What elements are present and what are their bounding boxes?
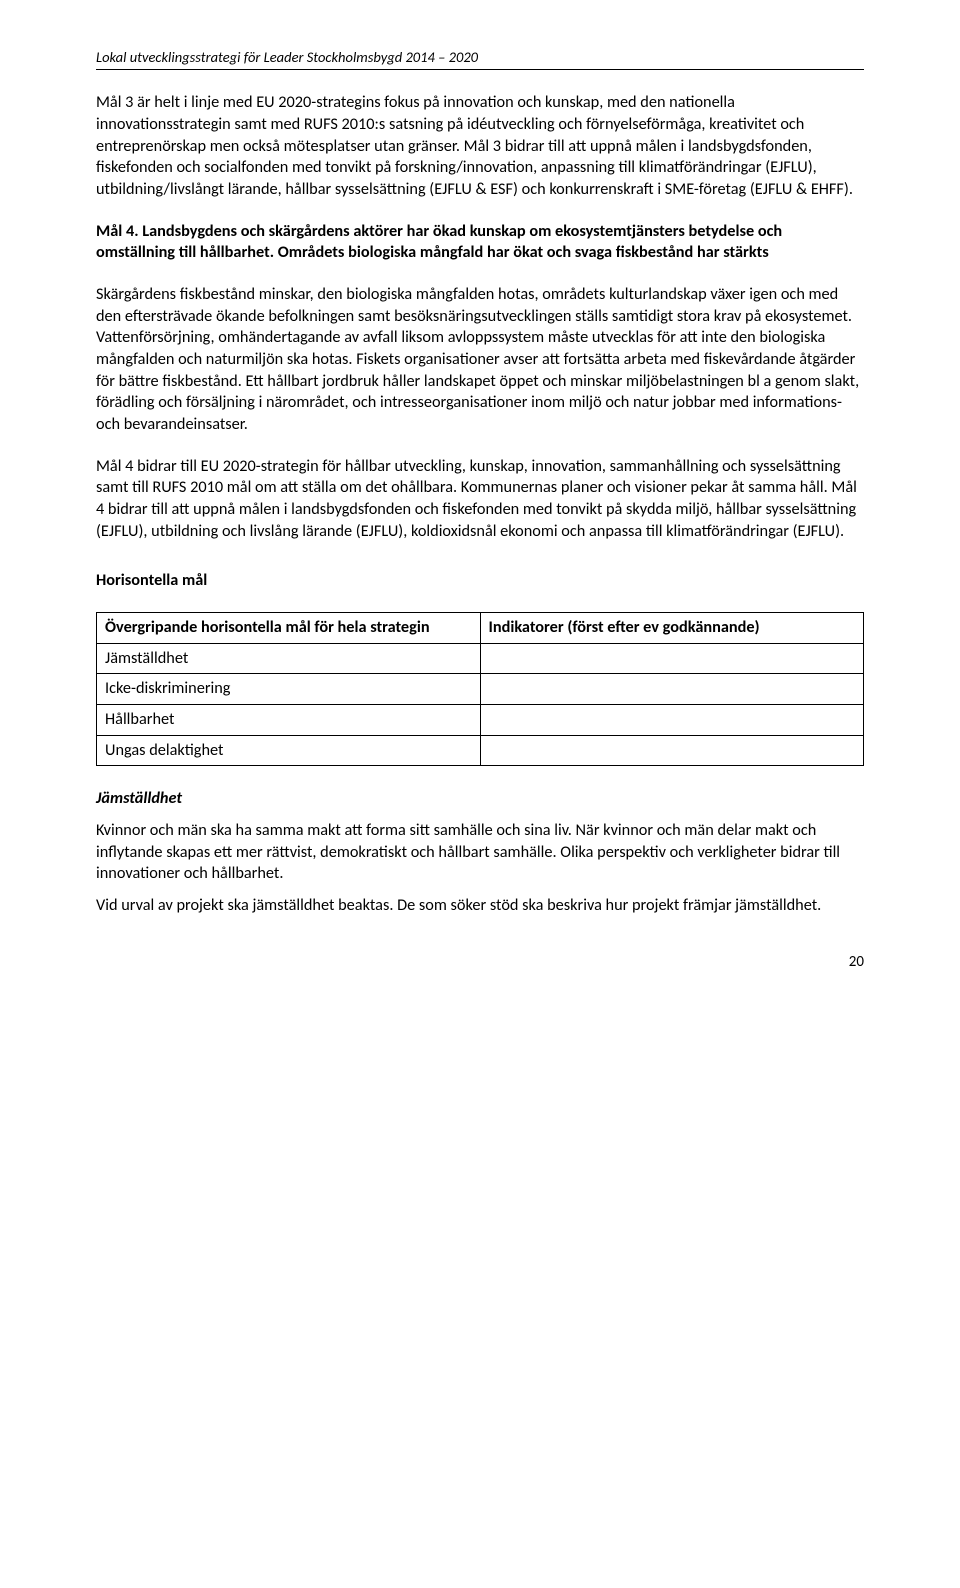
table-cell-left: Jämställdhet (97, 643, 481, 674)
document-header: Lokal utvecklingsstrategi för Leader Sto… (96, 48, 864, 70)
table-header-row: Övergripande horisontella mål för hela s… (97, 613, 864, 644)
paragraph-5: Vid urval av projekt ska jämställdhet be… (96, 895, 864, 917)
table-header-left: Övergripande horisontella mål för hela s… (97, 613, 481, 644)
jamstalldhet-heading: Jämställdhet (96, 788, 864, 810)
horisontella-heading: Horisontella mål (96, 570, 864, 592)
table-row: Jämställdhet (97, 643, 864, 674)
paragraph-4: Kvinnor och män ska ha samma makt att fo… (96, 820, 864, 885)
table-row: Icke-diskriminering (97, 674, 864, 705)
header-title: Lokal utvecklingsstrategi för Leader Sto… (96, 48, 478, 66)
paragraph-1: Mål 3 är helt i linje med EU 2020-strate… (96, 92, 864, 200)
page-number: 20 (96, 953, 864, 973)
table-row: Ungas delaktighet (97, 735, 864, 766)
horisontella-table: Övergripande horisontella mål för hela s… (96, 612, 864, 766)
paragraph-3: Mål 4 bidrar till EU 2020-strategin för … (96, 456, 864, 543)
table-cell-left: Hållbarhet (97, 705, 481, 736)
table-header-right: Indikatorer (först efter ev godkännande) (480, 613, 864, 644)
table-cell-right (480, 735, 864, 766)
mal4-heading: Mål 4. Landsbygdens och skärgårdens aktö… (96, 221, 864, 264)
table-cell-left: Ungas delaktighet (97, 735, 481, 766)
table-row: Hållbarhet (97, 705, 864, 736)
table-cell-right (480, 674, 864, 705)
table-cell-right (480, 643, 864, 674)
table-cell-left: Icke-diskriminering (97, 674, 481, 705)
table-cell-right (480, 705, 864, 736)
paragraph-2: Skärgårdens fiskbestånd minskar, den bio… (96, 284, 864, 436)
